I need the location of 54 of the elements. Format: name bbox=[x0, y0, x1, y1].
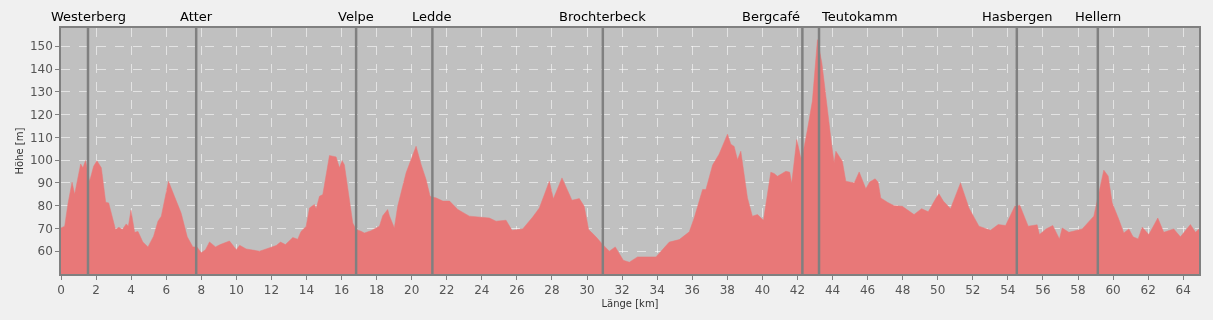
x-tick-label: 24 bbox=[474, 283, 490, 298]
x-tick-label: 2 bbox=[92, 283, 100, 298]
x-tick-label: 38 bbox=[719, 283, 735, 298]
ref-line-label: Hasbergen bbox=[982, 9, 1053, 24]
y-tick-label: 140 bbox=[29, 62, 53, 77]
x-tick-label: 14 bbox=[298, 283, 315, 298]
y-tick-label: 70 bbox=[37, 221, 53, 236]
x-tick-label: 8 bbox=[197, 283, 206, 298]
x-tick-label: 58 bbox=[1070, 283, 1086, 298]
x-tick-label: 46 bbox=[859, 283, 876, 298]
x-tick-label: 30 bbox=[579, 283, 595, 298]
x-tick-label: 64 bbox=[1175, 283, 1191, 298]
x-tick-label: 0 bbox=[57, 283, 65, 298]
y-tick-label: 110 bbox=[29, 130, 53, 145]
x-tick-label: 16 bbox=[333, 283, 350, 298]
y-tick-label: 120 bbox=[29, 107, 53, 122]
x-tick-label: 42 bbox=[789, 283, 806, 298]
x-axis-title: Länge [km] bbox=[601, 298, 659, 310]
x-tick-label: 34 bbox=[649, 283, 665, 298]
x-tick-label: 18 bbox=[368, 283, 385, 298]
x-tick-label: 60 bbox=[1105, 283, 1121, 298]
x-tick-label: 32 bbox=[614, 283, 630, 298]
y-tick-label: 90 bbox=[37, 176, 53, 191]
ref-line-label: Brochterbeck bbox=[559, 9, 647, 24]
x-tick-label: 6 bbox=[162, 283, 171, 298]
y-tick-label: 80 bbox=[37, 198, 53, 213]
x-tick-label: 44 bbox=[824, 283, 841, 298]
ref-line-label: Hellern bbox=[1075, 9, 1122, 24]
x-tick-label: 36 bbox=[684, 283, 700, 298]
x-tick-label: 62 bbox=[1140, 283, 1156, 298]
x-tick-label: 52 bbox=[965, 283, 981, 298]
x-tick-label: 20 bbox=[404, 283, 420, 298]
x-tick-label: 26 bbox=[509, 283, 525, 298]
x-tick-label: 54 bbox=[1000, 283, 1016, 298]
ref-line-label: Teutokamm bbox=[821, 9, 898, 24]
ref-line-label: Atter bbox=[180, 9, 213, 24]
y-tick-label: 100 bbox=[29, 153, 53, 168]
x-tick-label: 12 bbox=[263, 283, 280, 298]
x-tick-label: 22 bbox=[439, 283, 455, 298]
x-tick-label: 48 bbox=[895, 283, 911, 298]
y-tick-label: 130 bbox=[29, 84, 53, 99]
x-tick-label: 40 bbox=[754, 283, 771, 298]
y-tick-label: 150 bbox=[29, 39, 53, 54]
ref-line-label: Bergcafé bbox=[742, 9, 800, 24]
x-tick-label: 50 bbox=[930, 283, 946, 298]
x-tick-label: 4 bbox=[127, 283, 135, 298]
x-tick-label: 10 bbox=[228, 283, 244, 298]
ref-line-label: Ledde bbox=[412, 9, 452, 24]
ref-line-label: Velpe bbox=[338, 9, 374, 24]
x-tick-label: 28 bbox=[544, 283, 560, 298]
ref-line-label: Westerberg bbox=[51, 9, 126, 24]
y-axis-title: Höhe [m] bbox=[14, 127, 26, 175]
x-tick-label: 56 bbox=[1035, 283, 1051, 298]
y-tick-label: 60 bbox=[37, 244, 53, 259]
